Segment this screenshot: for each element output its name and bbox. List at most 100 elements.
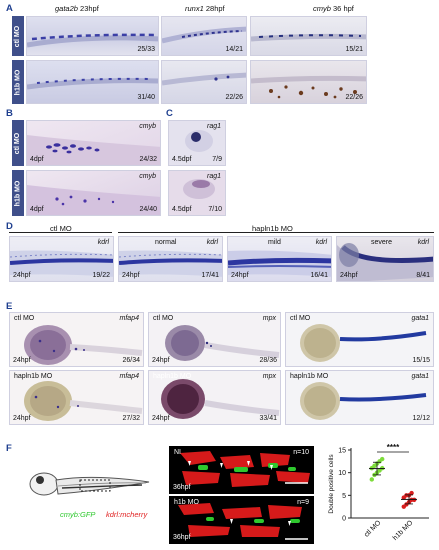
panel-b-image-ctl: cmyb 4dpf 24/32 <box>26 120 161 166</box>
panel-d-image-ctl: kdrl 24hpf 19/22 <box>9 236 114 282</box>
stage-label: 24hpf <box>152 357 170 364</box>
panel-b-label: B <box>6 108 13 119</box>
count: 8/41 <box>416 272 430 279</box>
x-tick-label: ctl MO <box>363 519 383 539</box>
n-label: n=9 <box>297 499 309 506</box>
count: 22/26 <box>225 94 243 101</box>
y-tick-label: 5 <box>342 493 346 500</box>
stage-label: 24hpf <box>340 272 358 279</box>
gene-label: rag1 <box>206 173 221 180</box>
phenotype-label: severe <box>371 239 393 246</box>
count: 25/33 <box>137 46 155 53</box>
group-label: ctl MO <box>153 315 174 322</box>
panel-b-image-h1b: cmyb 4dpf 24/40 <box>26 170 161 216</box>
x-tick-label: h1b MO <box>392 519 415 542</box>
n-label: n=10 <box>293 449 309 456</box>
panel-e-image-ctl-mpx: ctl MO mpx 24hpf 28/36 <box>148 312 281 367</box>
gene-label: cmyb <box>139 173 156 180</box>
gene-label: kdrl <box>315 239 327 246</box>
count: 19/22 <box>92 272 110 279</box>
count: 31/40 <box>137 94 155 101</box>
data-point <box>380 456 385 462</box>
data-point <box>369 477 374 482</box>
count: 7/9 <box>212 156 222 163</box>
count: 24/32 <box>139 156 157 163</box>
count: 27/32 <box>122 415 140 422</box>
data-point <box>409 490 414 496</box>
fluor-image-ni: NI n=10 36hpf <box>169 446 314 494</box>
group-label: hapln1b MO <box>14 373 53 380</box>
panel-a-header-1: gata2b 23hpf <box>55 4 99 13</box>
panel-f-label: F <box>6 443 12 454</box>
panel-d-ctl-line <box>9 232 112 233</box>
count: 33/41 <box>259 415 277 422</box>
stage-label: 24hpf <box>122 272 140 279</box>
panel-e-image-h1b-mfap4: hapln1b MO mfap4 24hpf 27/32 <box>9 370 144 425</box>
group-label: ctl MO <box>290 315 311 322</box>
stage-label: 4dpf <box>30 206 44 213</box>
panel-a-image-ctl-cmyb: 15/21 <box>250 16 367 56</box>
panel-a-image-ctl-gata2b: 25/33 <box>26 16 159 56</box>
gene-label: cmyb <box>139 123 156 130</box>
stage-label: 4.5dpf <box>172 156 192 163</box>
panel-a-image-h1b-gata2b: 31/40 <box>26 60 159 104</box>
count: 17/41 <box>201 272 219 279</box>
y-tick-label: 0 <box>342 516 346 523</box>
gene-label: kdrl <box>97 239 109 246</box>
row-label-ctl-b: ctl MO <box>12 120 24 166</box>
panel-c-image-ctl: rag1 4.5dpf 7/9 <box>168 120 226 166</box>
panel-a-image-h1b-runx1: 22/26 <box>161 60 247 104</box>
panel-e-image-ctl-gata1: ctl MO gata1 15/15 <box>285 312 434 367</box>
panel-d-hapln1b-line <box>118 232 434 233</box>
panel-d-image-mild: mild kdrl 24hpf 16/41 <box>227 236 332 282</box>
row-label-h1b: h1b MO <box>12 60 24 104</box>
stage-label: 4dpf <box>30 156 44 163</box>
y-tick-label: 15 <box>338 448 346 455</box>
panel-d-image-severe: severe kdrl 24hpf 8/41 <box>336 236 434 282</box>
fluor-image-h1b-mo: h1b MO n=9 36hpf <box>169 496 314 544</box>
panel-a-header-3: cmyb 36 hpf <box>313 4 354 13</box>
count: 24/40 <box>139 206 157 213</box>
group-label: ctl MO <box>14 315 35 322</box>
group-label: hapln1b MO <box>153 373 192 380</box>
panel-a-label: A <box>6 3 13 14</box>
phenotype-label: mild <box>268 239 281 246</box>
panel-c-image-h1b: rag1 4.5dpf 7/10 <box>168 170 226 216</box>
significance-label: **** <box>387 443 400 452</box>
stage-label: 24hpf <box>13 415 31 422</box>
panel-d-group-ctl: ctl MO <box>50 224 72 233</box>
panel-a-header-2: runx1 28hpf <box>185 4 225 13</box>
panel-a-image-h1b-cmyb: 22/26 <box>250 60 367 104</box>
count: 15/15 <box>412 357 430 364</box>
legend-cmyb-gfp: cmyb:GFP <box>60 510 96 519</box>
panel-e-label: E <box>6 301 13 312</box>
legend-kdrl-mcherry: kdrl:mcherry <box>106 510 148 519</box>
fluor-label: NI <box>174 449 181 456</box>
count: 15/21 <box>345 46 363 53</box>
panel-e-image-h1b-gata1: hapln1b MO gata1 12/12 <box>285 370 434 425</box>
gene-label: mfap4 <box>119 373 139 380</box>
count: 22/26 <box>345 94 363 101</box>
count: 16/41 <box>310 272 328 279</box>
embryo-schematic <box>24 460 154 520</box>
stage-label: 4.5dpf <box>172 206 192 213</box>
phenotype-label: normal <box>155 239 177 246</box>
gene-label: kdrl <box>417 239 429 246</box>
panel-c-label: C <box>166 108 173 119</box>
gene-label: gata1 <box>411 315 429 322</box>
count: 28/36 <box>259 357 277 364</box>
stage-label: 24hpf <box>13 357 31 364</box>
fluor-label: h1b MO <box>174 499 199 506</box>
gene-label: mfap4 <box>119 315 139 322</box>
panel-d-label: D <box>6 221 13 232</box>
stage-label: 24hpf <box>231 272 249 279</box>
gene-label: mpx <box>262 315 276 322</box>
row-label-ctl: ctl MO <box>12 16 24 56</box>
count: 12/12 <box>412 415 430 422</box>
y-tick-label: 10 <box>338 470 346 477</box>
group-label: hapln1b MO <box>290 373 329 380</box>
row-label-h1b-b: h1b MO <box>12 170 24 216</box>
gene-label: gata1 <box>411 373 429 380</box>
count: 14/21 <box>225 46 243 53</box>
